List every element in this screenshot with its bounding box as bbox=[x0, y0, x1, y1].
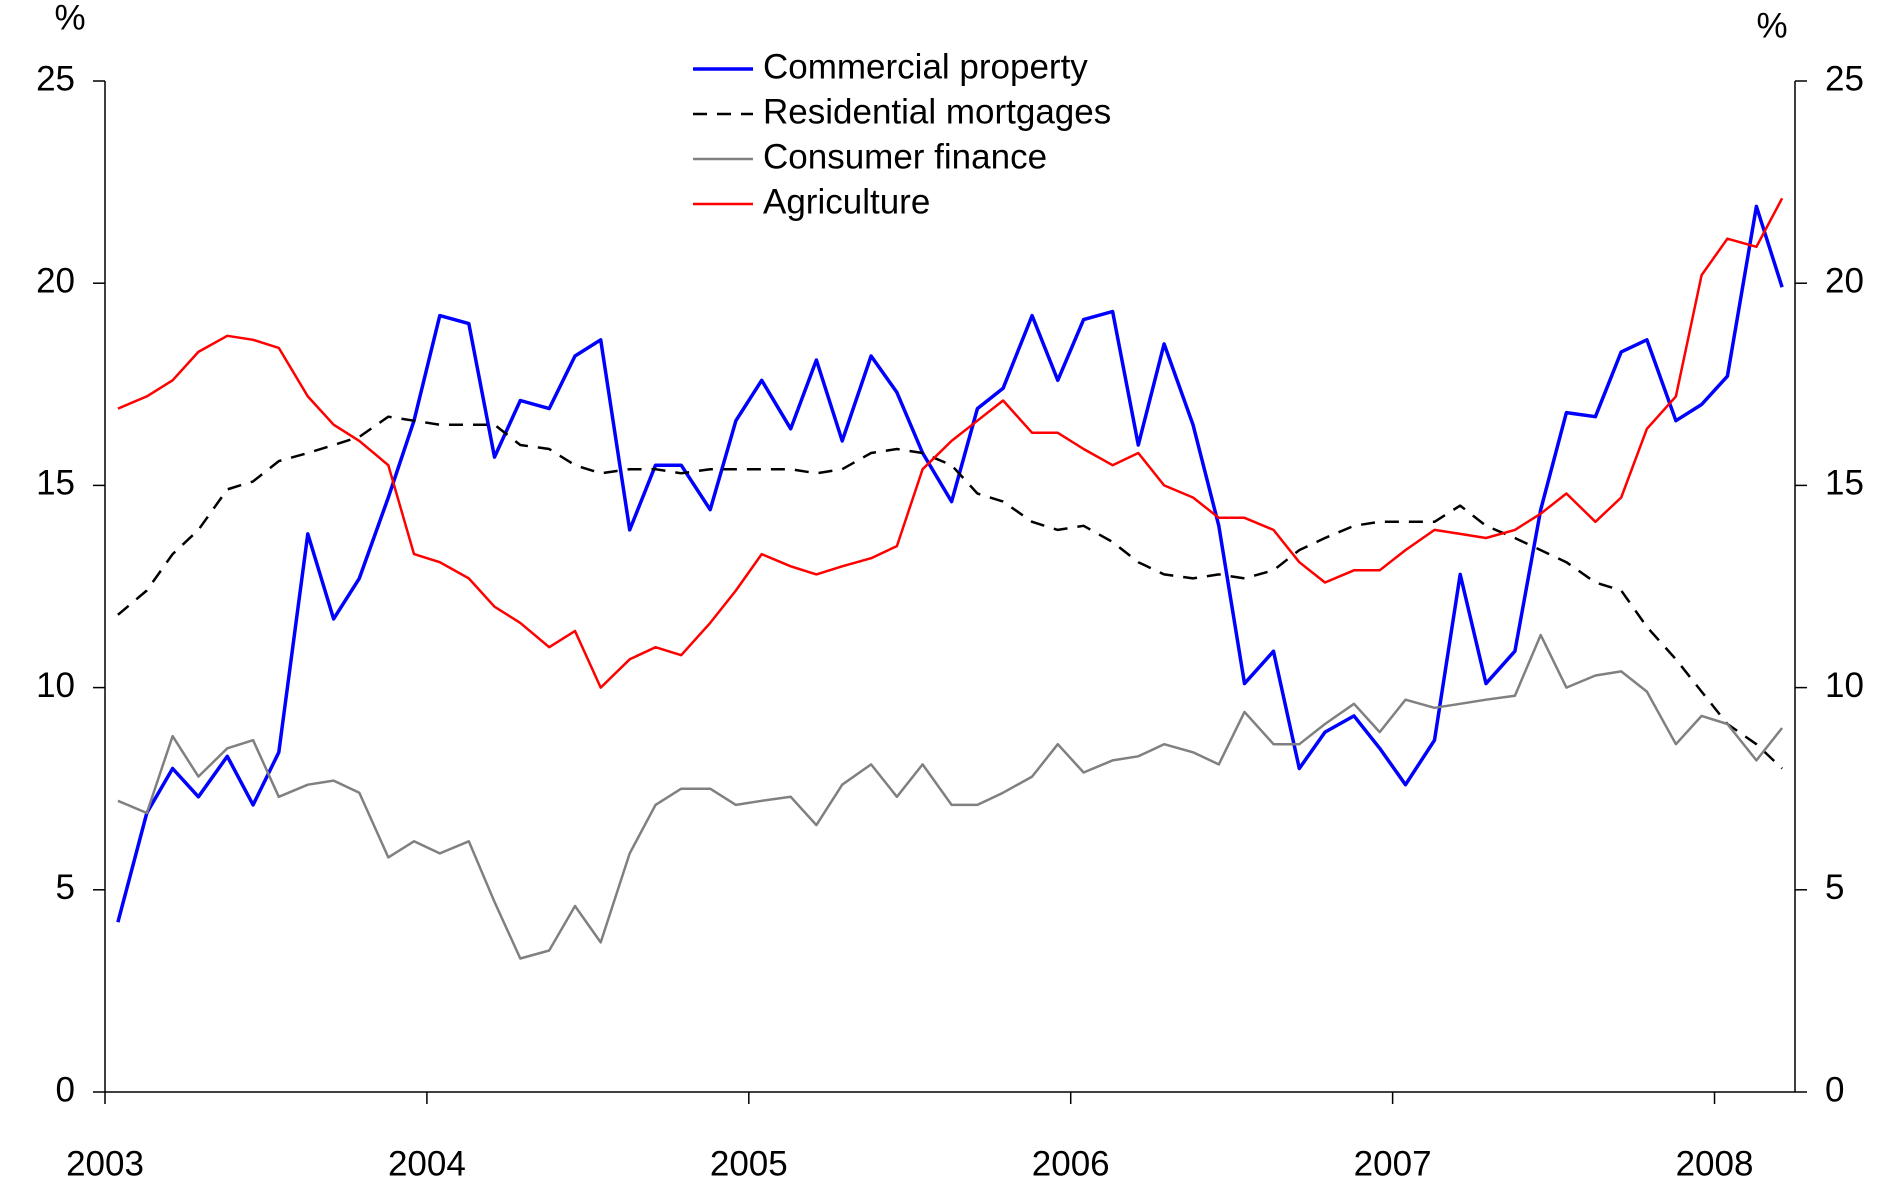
legend-label: Agriculture bbox=[763, 182, 930, 221]
y2-tick-label: 5 bbox=[1825, 868, 1844, 907]
y-tick-label: 10 bbox=[36, 666, 75, 705]
y-tick-label: 0 bbox=[56, 1070, 75, 1109]
x-tick-label: 2006 bbox=[1032, 1144, 1110, 1183]
y2-tick-label: 20 bbox=[1825, 261, 1864, 300]
y-tick-label: 15 bbox=[36, 464, 75, 503]
y2-tick-label: 0 bbox=[1825, 1070, 1844, 1109]
y2-tick-label: 15 bbox=[1825, 464, 1864, 503]
legend-label: Consumer finance bbox=[763, 137, 1047, 176]
y-axis-label: % bbox=[54, 0, 85, 37]
series-line bbox=[117, 415, 1783, 770]
legend-label: Residential mortgages bbox=[763, 92, 1111, 131]
y-tick-label: 25 bbox=[36, 59, 75, 98]
y-tick-label: 20 bbox=[36, 261, 75, 300]
series-line bbox=[117, 197, 1784, 689]
series-line bbox=[116, 204, 1784, 923]
series-line bbox=[117, 633, 1784, 960]
y2-tick-label: 10 bbox=[1825, 666, 1864, 705]
x-tick-label: 2003 bbox=[66, 1144, 144, 1183]
x-tick-label: 2005 bbox=[710, 1144, 788, 1183]
x-tick-label: 2008 bbox=[1676, 1144, 1754, 1183]
y2-axis-label: % bbox=[1756, 6, 1787, 45]
legend-label: Commercial property bbox=[763, 47, 1088, 86]
x-tick-label: 2007 bbox=[1354, 1144, 1432, 1183]
y2-tick-label: 25 bbox=[1825, 59, 1864, 98]
x-tick-label: 2004 bbox=[388, 1144, 466, 1183]
y-tick-label: 5 bbox=[56, 868, 75, 907]
